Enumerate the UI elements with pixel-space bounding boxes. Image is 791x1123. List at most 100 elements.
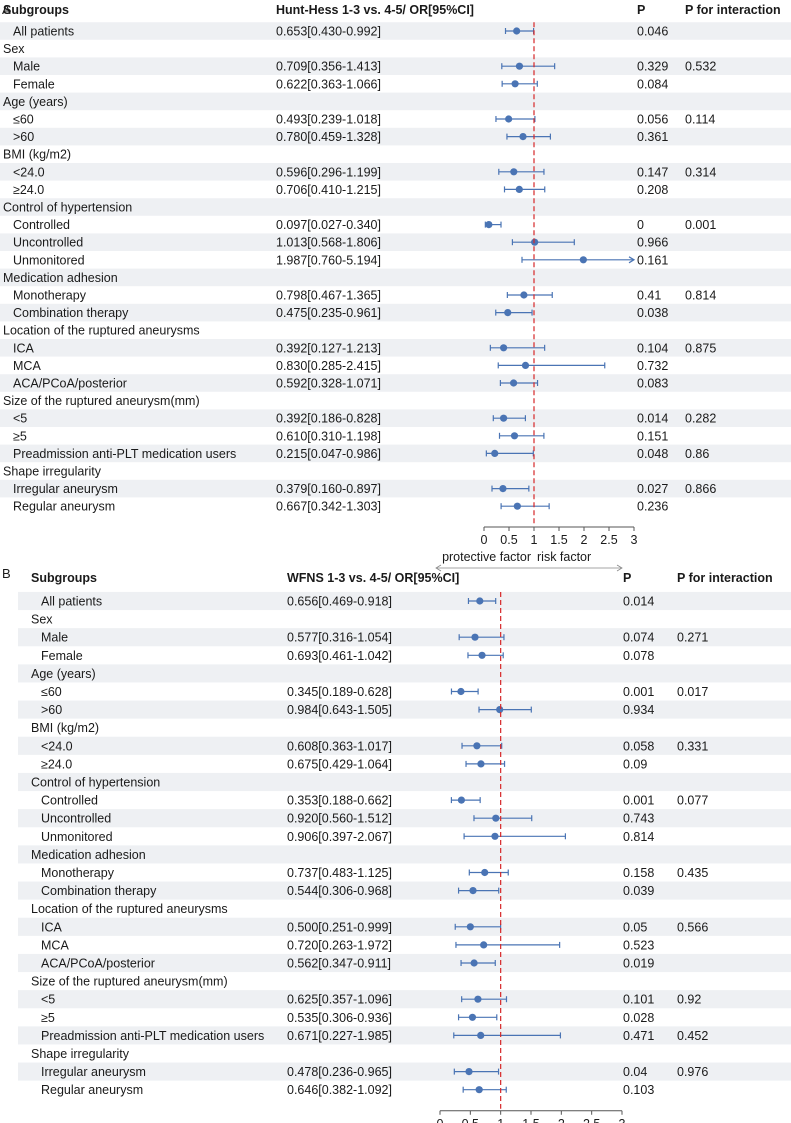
or-ci-value: 0.780[0.459-1.328]	[276, 130, 381, 144]
group-header-row: Control of hypertension	[0, 198, 791, 216]
or-ci-value: 0.577[0.316-1.054]	[287, 631, 392, 645]
or-point	[515, 185, 523, 193]
or-ci-value: 0.693[0.461-1.042]	[287, 649, 392, 663]
p-value: 0.934	[623, 703, 654, 717]
table-row: Irregular aneurysm 0.379[0.160-0.897] 0.02…	[0, 479, 791, 498]
row-label: Age (years)	[31, 667, 96, 681]
p-value: 0.084	[637, 77, 668, 91]
row-label: Controlled	[41, 794, 98, 808]
table-row: ≥5 0.610[0.310-1.198] 0.151	[13, 429, 668, 443]
row-label: Uncontrolled	[13, 236, 83, 250]
p-value: 0.471	[623, 1029, 654, 1043]
risk-factor-label: risk factor	[537, 550, 591, 564]
header-p: P	[623, 571, 631, 585]
p-interaction-value: 0.314	[685, 165, 716, 179]
or-ci-value: 0.671[0.227-1.985]	[287, 1029, 392, 1043]
or-ci-value: 0.353[0.188-0.662]	[287, 794, 392, 808]
or-point	[513, 502, 521, 510]
p-value: 0.158	[623, 866, 654, 880]
or-ci-value: 0.720[0.263-1.972]	[287, 938, 392, 952]
or-ci-value: 0.646[0.382-1.092]	[287, 1083, 392, 1097]
p-value: 0.966	[637, 236, 668, 250]
x-tick-label: 0	[481, 533, 488, 547]
row-stripe	[0, 444, 791, 463]
or-point	[475, 1086, 483, 1094]
row-stripe	[0, 409, 791, 427]
group-header-row: Control of hypertension	[18, 772, 791, 792]
or-point	[477, 760, 485, 768]
table-row: Preadmission anti-PLT medication users 0.…	[18, 1026, 791, 1045]
panel-label: A	[2, 2, 11, 17]
or-ci-value: 0.478[0.236-0.965]	[287, 1065, 392, 1079]
or-point	[531, 238, 539, 246]
or-ci-value: 0.493[0.239-1.018]	[276, 113, 381, 127]
header-p-interaction: P for interaction	[685, 3, 781, 17]
or-ci-value: 0.345[0.189-0.628]	[287, 685, 392, 699]
row-label: Control of hypertension	[31, 776, 160, 790]
table-row: <5 0.392[0.186-0.828] 0.014 0.282	[0, 409, 791, 427]
or-point	[470, 959, 478, 967]
x-axis: 0 0.5 1 1.5 2 2.5 3	[437, 1110, 626, 1123]
row-label: All patients	[13, 25, 74, 39]
p-interaction-value: 0.001	[685, 218, 716, 232]
or-ci-value: 0.392[0.127-1.213]	[276, 341, 381, 355]
row-label: Irregular aneurysm	[13, 482, 118, 496]
group-header-row: Medication adhesion	[0, 268, 791, 287]
row-stripe	[0, 374, 791, 392]
p-interaction-value: 0.282	[685, 412, 716, 426]
row-label: Size of the ruptured aneurysm(mm)	[3, 394, 200, 408]
row-stripe	[0, 92, 791, 111]
table-row: Controlled 0.097[0.027-0.340] 0 0.001	[13, 218, 716, 232]
ci-arrow-high	[628, 256, 636, 264]
table-row: ≤60 0.345[0.189-0.628] 0.001 0.017	[41, 685, 708, 699]
table-row: MCA 0.720[0.263-1.972] 0.523	[41, 938, 654, 952]
row-stripe	[0, 339, 791, 357]
header-estimate: WFNS 1-3 vs. 4-5/ OR[95%CI]	[287, 571, 459, 585]
or-point	[510, 432, 519, 440]
row-stripe	[18, 736, 791, 755]
or-point	[485, 221, 493, 229]
row-label: MCA	[41, 938, 69, 952]
row-label: Preadmission anti-PLT medication users	[41, 1029, 264, 1043]
table-row: <24.0 0.596[0.296-1.199] 0.147 0.314	[0, 163, 791, 181]
group-header-row: Size of the ruptured aneurysm(mm)	[3, 394, 200, 408]
row-label: Sex	[31, 613, 53, 627]
p-value: 0.014	[637, 412, 668, 426]
or-point	[477, 1031, 485, 1039]
row-stripe	[0, 127, 791, 146]
or-point	[515, 62, 524, 70]
or-ci-value: 0.592[0.328-1.071]	[276, 377, 381, 391]
table-row: Combination therapy 0.544[0.306-0.968] 0.0…	[18, 881, 791, 900]
header-subgroups: Subgroups	[31, 571, 97, 585]
x-tick-label: 2	[581, 533, 588, 547]
p-value: 0.039	[623, 884, 654, 898]
or-point	[476, 597, 484, 605]
row-label: >60	[13, 130, 34, 144]
row-label: Female	[41, 649, 83, 663]
p-value: 0.41	[637, 289, 661, 303]
x-tick-label: 1	[497, 1117, 504, 1123]
direction-arrow-right	[616, 564, 623, 572]
p-value: 0.732	[637, 359, 668, 373]
p-value: 0.09	[623, 757, 647, 771]
p-value: 0.103	[623, 1083, 654, 1097]
or-ci-value: 0.379[0.160-0.897]	[276, 482, 381, 496]
group-header-row: BMI (kg/m2)	[31, 721, 99, 735]
row-stripe	[0, 163, 791, 181]
p-value: 0.014	[623, 595, 654, 609]
or-ci-value: 0.737[0.483-1.125]	[287, 866, 392, 880]
header-subgroups: Subgroups	[3, 3, 69, 17]
or-point	[519, 133, 527, 141]
p-interaction-value: 0.566	[677, 920, 708, 934]
row-label: ACA/PCoA/posterior	[41, 957, 155, 971]
forest-panel-B: B Subgroups WFNS 1-3 vs. 4-5/ OR[95%CI] P P …	[2, 566, 791, 1123]
p-value: 0.147	[637, 165, 668, 179]
row-label: ≥24.0	[41, 757, 72, 771]
x-tick-label: 1.5	[522, 1117, 539, 1123]
or-ci-value: 0.544[0.306-0.968]	[287, 884, 392, 898]
p-value: 0.161	[637, 253, 668, 267]
p-value: 0.027	[637, 482, 668, 496]
x-axis: 0 0.5 1 1.5 2 2.5 3	[481, 526, 638, 547]
row-label: Monotherapy	[41, 866, 115, 880]
x-tick-label: 2.5	[583, 1117, 600, 1123]
